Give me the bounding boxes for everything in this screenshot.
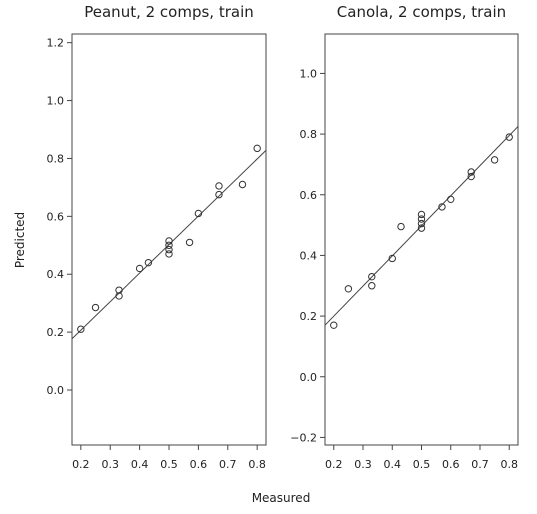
x-tick-label-canola: 0.4 — [384, 458, 402, 471]
x-tick-label-peanut: 0.8 — [248, 458, 266, 471]
x-tick-label-canola: 0.7 — [471, 458, 489, 471]
y-tick-label-canola: 0.8 — [300, 128, 318, 141]
data-point-peanut — [215, 182, 223, 190]
y-tick-label-canola: 0.0 — [300, 371, 318, 384]
data-point-canola — [505, 133, 513, 141]
data-point-canola — [417, 215, 426, 223]
y-tick-label-peanut: 1.2 — [47, 37, 65, 50]
data-point-canola — [388, 254, 396, 263]
data-point-peanut — [77, 325, 85, 333]
data-point-peanut — [144, 258, 153, 267]
data-point-peanut — [165, 237, 173, 245]
panel-peanut: Peanut, 2 comps, train 0.0 0.2 0.4 0.6 0.8 1.… — [47, 3, 267, 471]
data-point-canola — [417, 219, 426, 228]
data-point-peanut — [165, 245, 173, 254]
points-canola — [330, 133, 513, 329]
data-point-canola — [397, 222, 405, 231]
data-point-canola — [438, 203, 446, 211]
x-tick-label-canola: 0.5 — [413, 458, 431, 471]
data-point-peanut — [185, 238, 194, 247]
x-axis-label: Measured — [252, 491, 311, 505]
y-axis-label: Predicted — [13, 212, 27, 268]
y-tick-label-peanut: 0.8 — [47, 152, 65, 165]
data-point-canola — [447, 195, 455, 204]
fit-line-canola — [324, 126, 519, 326]
data-point-peanut — [91, 303, 100, 312]
y-tick-label-canola: −0.2 — [290, 431, 317, 444]
data-point-canola — [368, 282, 376, 290]
plot-frame-peanut — [71, 33, 267, 446]
data-point-peanut — [194, 209, 203, 218]
y-tick-label-peanut: 0.0 — [47, 384, 65, 397]
plot-frame-canola — [324, 33, 519, 446]
x-tick-label-peanut: 0.2 — [72, 458, 90, 471]
panel-canola: Canola, 2 comps, train −0.20.00.20.40.60… — [290, 3, 519, 471]
x-tick-label-canola: 0.3 — [354, 458, 372, 471]
data-point-canola — [417, 224, 426, 232]
data-point-canola — [344, 285, 353, 293]
data-point-peanut — [165, 250, 173, 258]
data-point-canola — [330, 321, 338, 329]
data-point-peanut — [253, 144, 261, 153]
x-axis-canola: 0.2 0.3 0.4 0.5 0.6 0.7 0.8 — [325, 445, 518, 471]
x-tick-label-canola: 0.2 — [325, 458, 343, 471]
points-peanut — [77, 144, 261, 333]
y-axis-canola: −0.2 0.0 0.2 0.4 0.6 0.8 1.0 — [290, 67, 325, 444]
data-point-peanut — [238, 180, 247, 189]
data-point-canola — [417, 210, 426, 219]
data-point-peanut — [115, 292, 123, 300]
x-tick-label-peanut: 0.3 — [101, 458, 119, 471]
data-point-canola — [490, 156, 499, 164]
y-tick-label-peanut: 0.2 — [47, 326, 65, 339]
y-tick-label-canola: 0.6 — [300, 189, 318, 202]
data-point-canola — [368, 272, 376, 281]
data-point-canola — [467, 172, 475, 181]
x-tick-label-peanut: 0.4 — [131, 458, 149, 471]
y-tick-label-canola: 1.0 — [300, 67, 318, 80]
y-axis-peanut: 0.0 0.2 0.4 0.6 0.8 1.0 1.2 — [47, 37, 72, 397]
panel-title-canola: Canola, 2 comps, train — [337, 3, 506, 21]
data-point-peanut — [135, 264, 144, 273]
y-tick-label-canola: 0.2 — [300, 310, 318, 323]
x-tick-label-peanut: 0.7 — [219, 458, 237, 471]
data-point-canola — [467, 168, 475, 176]
y-tick-label-peanut: 0.4 — [47, 268, 65, 281]
x-tick-label-peanut: 0.5 — [160, 458, 178, 471]
y-tick-label-peanut: 0.6 — [47, 210, 65, 223]
x-tick-label-peanut: 0.6 — [190, 458, 208, 471]
y-tick-label-canola: 0.4 — [300, 249, 318, 262]
x-tick-label-canola: 0.8 — [500, 458, 518, 471]
y-tick-label-peanut: 1.0 — [47, 95, 65, 108]
data-point-peanut — [215, 190, 223, 199]
data-point-peanut — [165, 241, 173, 249]
x-tick-label-canola: 0.6 — [442, 458, 460, 471]
data-point-peanut — [115, 286, 123, 294]
panel-title-peanut: Peanut, 2 comps, train — [84, 3, 254, 21]
x-axis-peanut: 0.2 0.3 0.4 0.5 0.6 0.7 0.8 — [72, 445, 266, 471]
